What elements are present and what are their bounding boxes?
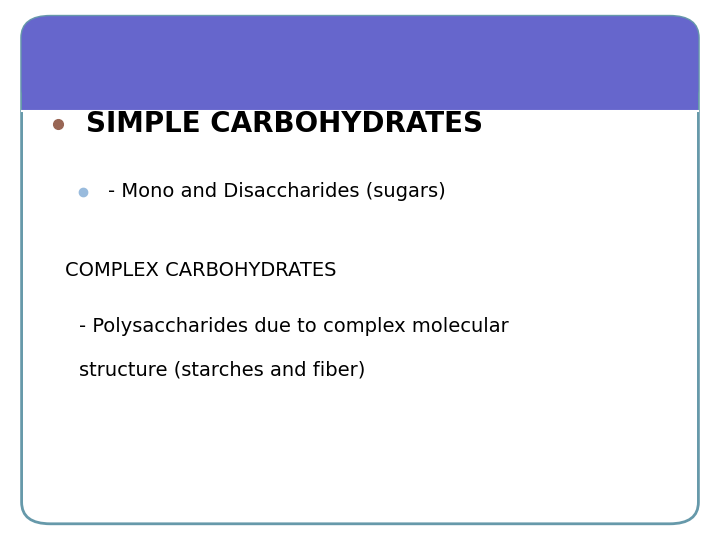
FancyBboxPatch shape [22,16,698,111]
Text: structure (starches and fiber): structure (starches and fiber) [79,360,366,380]
Text: SIMPLE CARBOHYDRATES: SIMPLE CARBOHYDRATES [86,110,483,138]
FancyBboxPatch shape [22,16,698,524]
Text: - Mono and Disaccharides (sugars): - Mono and Disaccharides (sugars) [108,182,446,201]
Text: COMPLEX CARBOHYDRATES: COMPLEX CARBOHYDRATES [65,260,336,280]
Bar [22,59,698,111]
Text: - Polysaccharides due to complex molecular: - Polysaccharides due to complex molecul… [79,317,509,336]
